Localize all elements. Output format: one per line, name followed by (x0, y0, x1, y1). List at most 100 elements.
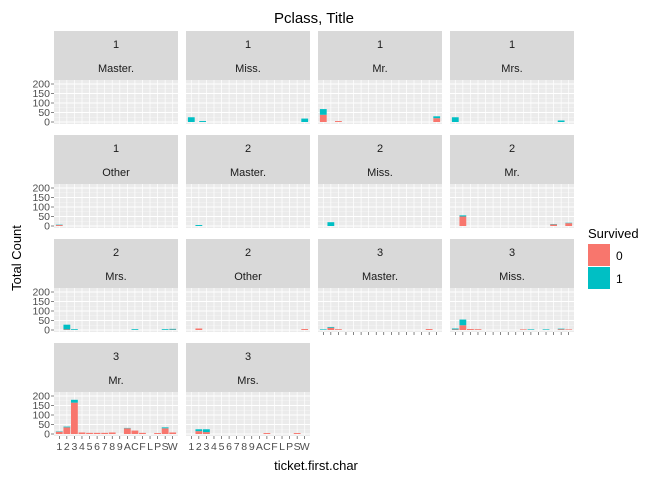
x-tick-label: L (279, 441, 285, 453)
facet-strip (450, 239, 574, 288)
facet-label-title: Mr. (108, 375, 123, 387)
x-tick-label: 3 (203, 441, 209, 453)
bar-survived-0 (335, 329, 342, 330)
facet-strip (186, 135, 310, 184)
bar-survived-1 (319, 109, 327, 115)
facet-label-pclass: 1 (509, 39, 515, 51)
facet-label-pclass: 2 (509, 143, 515, 155)
facet-strip (54, 135, 178, 184)
bar-survived-0 (101, 432, 109, 434)
y-tick-label: 50 (38, 107, 50, 119)
x-tick-label: F (139, 441, 145, 453)
bar-survived-1 (542, 329, 550, 330)
y-tick-label: 100 (32, 306, 50, 318)
facet-panels: 1Master.0501001502001Miss.1Mr.1Mrs.1Othe… (32, 31, 574, 453)
facet-panel: 3 Miss. (450, 239, 574, 335)
bar-survived-1 (433, 116, 441, 119)
y-tick-label: 150 (32, 400, 50, 412)
bar-survived-0 (63, 427, 71, 434)
x-tick-label: L (147, 441, 153, 453)
facet-strip (318, 239, 442, 288)
x-tick-label: W (300, 441, 310, 453)
bar-survived-0 (467, 329, 474, 330)
bar-survived-0 (108, 432, 116, 434)
bar-survived-0 (55, 431, 63, 434)
facet-panel: 2 Mr. (450, 135, 574, 228)
bar-survived-1 (327, 222, 335, 226)
facet-label-pclass: 1 (377, 39, 383, 51)
x-tick-label: 9 (249, 441, 255, 453)
y-tick-label: 0 (44, 429, 50, 441)
bar-survived-0 (123, 428, 131, 434)
x-tick-label: 9 (117, 441, 123, 453)
y-tick-label: 100 (32, 98, 50, 110)
bar-survived-0 (550, 224, 557, 226)
facet-label-pclass: 2 (245, 143, 251, 155)
facet-label-title: Mrs. (105, 271, 126, 283)
x-tick-label: 8 (241, 441, 247, 453)
facet-label-title: Other (234, 271, 262, 283)
bar-survived-0 (154, 433, 161, 434)
bar-survived-0 (459, 325, 467, 330)
x-tick-label: 5 (219, 441, 225, 453)
bar-survived-1 (63, 324, 71, 330)
facet-strip (54, 239, 178, 288)
bar-survived-1 (161, 329, 169, 330)
bar-survived-0 (433, 118, 441, 122)
x-tick-label: 3 (71, 441, 77, 453)
y-tick-label: 50 (38, 315, 50, 327)
bar-survived-1 (557, 328, 565, 330)
legend-swatch-1 (588, 267, 610, 289)
facet-panel: 2 Miss. (318, 135, 442, 228)
x-tick-label: 4 (79, 441, 85, 453)
y-tick-label: 200 (32, 287, 50, 299)
bar-survived-1 (301, 118, 309, 122)
x-tick-label: 4 (211, 441, 217, 453)
facet-label-pclass: 3 (377, 247, 383, 259)
x-tick-label: 5 (87, 441, 93, 453)
bar-survived-0 (425, 329, 433, 330)
facet-label-title: Master. (98, 63, 134, 75)
facet-label-pclass: 1 (245, 39, 251, 51)
facet-strip (186, 343, 310, 392)
y-tick-label: 150 (32, 192, 50, 204)
facet-label-pclass: 2 (245, 247, 251, 259)
facet-label-title: Master. (362, 271, 398, 283)
bar-survived-0 (169, 432, 177, 434)
legend-swatch-0 (588, 244, 610, 266)
y-tick-label: 0 (44, 325, 50, 337)
x-tick-label: 7 (102, 441, 108, 453)
y-tick-label: 0 (44, 221, 50, 233)
y-tick-label: 50 (38, 419, 50, 431)
facet-label-pclass: 3 (245, 351, 251, 363)
facet-panel: 1 Mr. (318, 31, 442, 124)
facet-label-title: Mrs. (501, 63, 522, 75)
x-tick-label: 1 (56, 441, 62, 453)
y-tick-label: 200 (32, 183, 50, 195)
facet-label-pclass: 3 (113, 351, 119, 363)
bar-survived-0 (203, 432, 210, 434)
y-tick-label: 150 (32, 296, 50, 308)
bar-survived-0 (474, 329, 482, 330)
legend-label-1: 1 (616, 272, 623, 286)
chart-title: Pclass, Title (274, 10, 354, 27)
facet-label-title: Mr. (504, 167, 519, 179)
bar-survived-1 (459, 319, 467, 326)
bar-survived-0 (55, 225, 63, 226)
bar-survived-0 (565, 329, 573, 330)
x-tick-label: A (124, 441, 131, 453)
x-axis-label: ticket.first.char (274, 458, 358, 473)
x-tick-label: 2 (64, 441, 70, 453)
bar-survived-1 (319, 329, 327, 330)
bar-survived-0 (335, 121, 342, 122)
x-tick-label: 6 (226, 441, 232, 453)
bar-survived-1 (451, 117, 459, 122)
y-tick-label: 100 (32, 202, 50, 214)
bar-survived-0 (451, 329, 459, 330)
bar-survived-1 (459, 215, 467, 217)
